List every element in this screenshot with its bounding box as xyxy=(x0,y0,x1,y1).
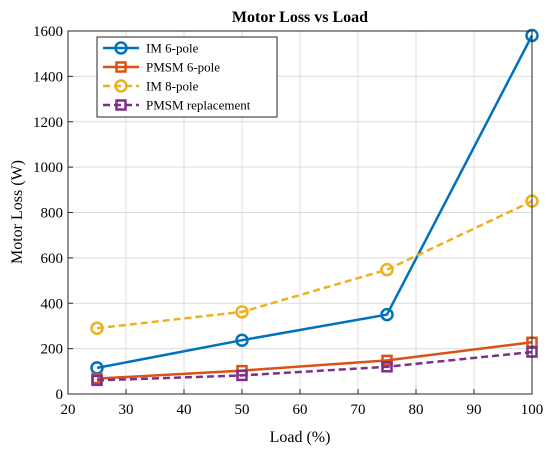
x-tick-label: 60 xyxy=(293,402,308,418)
legend-label: IM 8-pole xyxy=(146,79,199,94)
y-tick-label: 1000 xyxy=(33,160,63,176)
x-tick-label: 90 xyxy=(467,402,482,418)
legend-label: PMSM 6-pole xyxy=(146,60,220,75)
y-tick-label: 400 xyxy=(41,296,64,312)
data-point xyxy=(235,333,249,347)
data-point xyxy=(236,369,248,382)
x-tick-label: 50 xyxy=(235,402,250,418)
x-tick-label: 30 xyxy=(119,402,134,418)
legend-swatch-marker xyxy=(115,99,127,111)
x-tick-label: 70 xyxy=(351,402,366,418)
legend: IM 6-pole PMSM 6-pole IM 8-pole PMSM replac… xyxy=(96,36,278,118)
ticks: 20 30 40 50 60 70 80 90 100020040060080010001200… xyxy=(33,24,543,418)
series-line xyxy=(96,34,534,370)
series-line xyxy=(96,350,533,382)
y-tick-label: 800 xyxy=(41,206,64,222)
legend-label: IM 6-pole xyxy=(146,41,199,56)
data-point xyxy=(381,361,393,373)
data-point xyxy=(91,374,103,387)
y-tick-label: 600 xyxy=(41,251,64,267)
series-line xyxy=(96,341,533,380)
y-tick-label: 200 xyxy=(41,342,64,358)
legend-swatch-marker xyxy=(114,79,128,93)
legend-swatch-marker xyxy=(114,41,128,55)
x-tick-label: 40 xyxy=(177,402,192,418)
data-point xyxy=(380,307,394,322)
series-layer xyxy=(90,28,539,387)
y-tick-label: 1400 xyxy=(33,69,63,85)
legend-swatch-marker xyxy=(115,61,127,73)
y-tick-label: 1600 xyxy=(33,24,63,40)
data-point xyxy=(90,321,104,335)
x-tick-label: 100 xyxy=(521,402,544,418)
x-tick-label: 80 xyxy=(409,402,424,418)
chart-title: Motor Loss vs Load xyxy=(232,9,368,26)
y-tick-label: 1200 xyxy=(33,115,63,131)
series-line xyxy=(96,200,533,330)
y-tick-label: 0 xyxy=(56,387,64,403)
x-axis-label: Load (%) xyxy=(270,429,331,446)
y-axis-label: Motor Loss (W) xyxy=(9,160,26,264)
x-tick-label: 20 xyxy=(61,402,76,418)
data-point xyxy=(381,354,393,367)
data-point xyxy=(380,262,394,277)
legend-label: PMSM replacement xyxy=(146,98,251,113)
data-point xyxy=(235,305,249,319)
